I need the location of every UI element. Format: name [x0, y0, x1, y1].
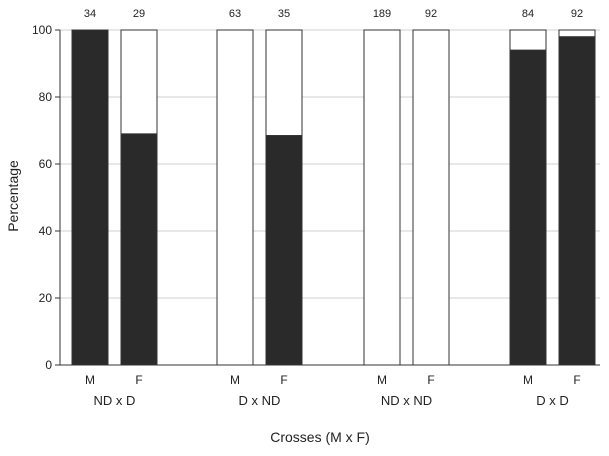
bar-count-label: 92 [425, 8, 437, 20]
bars [71, 29, 596, 366]
y-tick-label: 80 [39, 90, 53, 104]
group-label: ND x ND [381, 393, 432, 408]
bar-outline [363, 29, 401, 366]
group-label: ND x D [94, 393, 136, 408]
bar-sex-label: F [427, 373, 434, 387]
y-tick-label: 100 [32, 23, 52, 37]
bar-sex-label: M [230, 373, 240, 387]
bar-count-label: 84 [522, 8, 534, 20]
bar-filled [71, 29, 109, 366]
group-label: D x ND [239, 393, 281, 408]
bar-sex-label: M [377, 373, 387, 387]
y-tick-label: 60 [39, 157, 53, 171]
bar-count-label: 189 [373, 8, 391, 20]
bar-sex-label: F [280, 373, 287, 387]
axes: 0 20 40 60 80 100 34 M 29 F ND x D 63 M 35 F D x ND 189 M… [32, 8, 600, 408]
x-axis-title: Crosses (M x F) [270, 429, 370, 445]
bar-count-label: 63 [229, 8, 241, 20]
bar-count-label: 29 [133, 8, 145, 20]
bar-outline [216, 29, 254, 366]
y-axis-title: Percentage [5, 160, 21, 232]
bar-sex-label: F [135, 373, 142, 387]
bar-filled [265, 135, 303, 366]
bar-filled [120, 133, 158, 366]
bar-sex-label: M [523, 373, 533, 387]
bar-sex-label: M [85, 373, 95, 387]
bar-sex-label: F [573, 373, 580, 387]
y-tick-label: 40 [39, 224, 53, 238]
group-label: D x D [536, 393, 569, 408]
bar-filled [558, 36, 596, 366]
y-tick-label: 0 [45, 358, 52, 372]
bar-count-label: 35 [278, 8, 290, 20]
bar-count-label: 92 [571, 8, 583, 20]
bar-outline [412, 29, 450, 366]
bar-filled [509, 49, 547, 366]
y-tick-label: 20 [39, 291, 53, 305]
bar-count-label: 34 [84, 8, 96, 20]
